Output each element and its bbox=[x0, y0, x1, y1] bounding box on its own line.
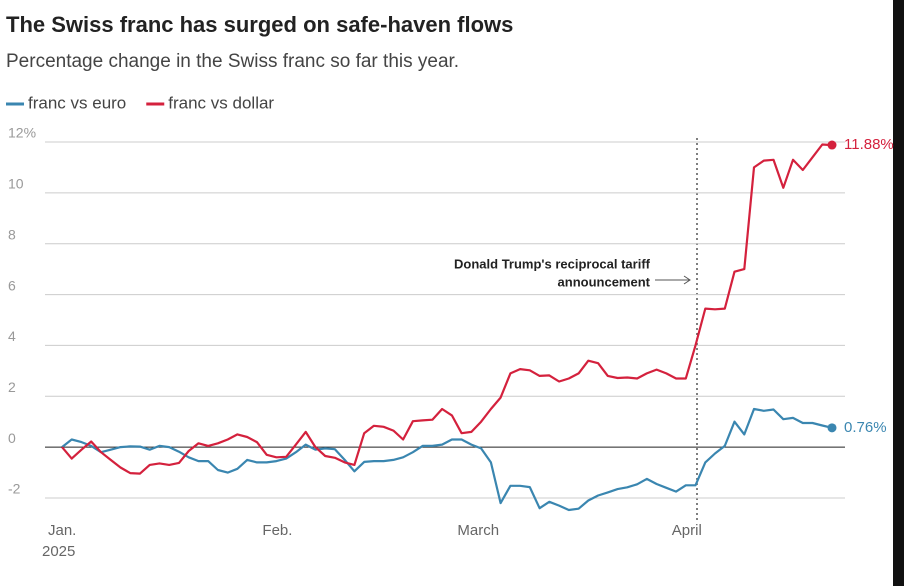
y-tick-label: 0 bbox=[8, 430, 16, 446]
y-tick-label: 12% bbox=[8, 125, 36, 141]
y-tick-label: 6 bbox=[8, 277, 16, 293]
x-tick-label: Feb. bbox=[262, 522, 292, 539]
chart-title: The Swiss franc has surged on safe-haven… bbox=[6, 12, 513, 37]
legend-label: franc vs dollar bbox=[168, 93, 274, 112]
x-year-label: 2025 bbox=[42, 543, 75, 560]
y-tick-label: 8 bbox=[8, 226, 16, 242]
legend: franc vs euro franc vs dollar bbox=[6, 93, 274, 112]
y-tick-label: 2 bbox=[8, 379, 16, 395]
annotation: announcement bbox=[558, 274, 651, 289]
annotation: Donald Trump's reciprocal tariff bbox=[454, 256, 651, 271]
right-edge bbox=[893, 0, 904, 586]
end-dot bbox=[827, 140, 837, 150]
y-tick-label: 10 bbox=[8, 176, 24, 192]
end-label: 11.88% bbox=[844, 136, 894, 153]
x-tick-label: Jan. bbox=[48, 522, 76, 539]
series-line bbox=[61, 143, 833, 475]
annotation-arrowhead bbox=[683, 275, 691, 285]
y-tick-label: -2 bbox=[8, 481, 21, 497]
series-line bbox=[61, 407, 833, 512]
y-tick-label: 4 bbox=[8, 328, 16, 344]
legend-label: franc vs euro bbox=[28, 93, 126, 112]
end-label: 0.76% bbox=[844, 419, 887, 436]
end-dot bbox=[827, 423, 837, 433]
chart-subtitle: Percentage change in the Swiss franc so … bbox=[6, 51, 459, 72]
x-tick-label: March bbox=[457, 522, 499, 539]
x-tick-label: April bbox=[672, 522, 702, 539]
